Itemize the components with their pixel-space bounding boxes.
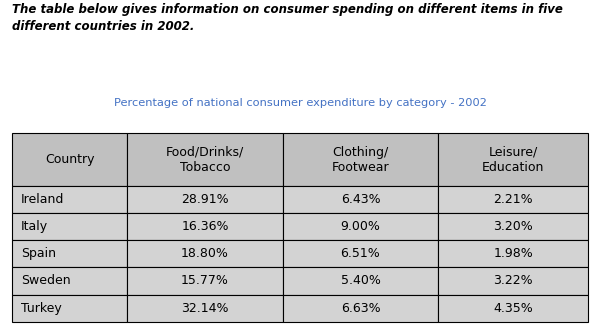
Text: The table below gives information on consumer spending on different items in fiv: The table below gives information on con… <box>12 3 563 33</box>
Text: Percentage of national consumer expenditure by category - 2002: Percentage of national consumer expendit… <box>113 98 487 108</box>
